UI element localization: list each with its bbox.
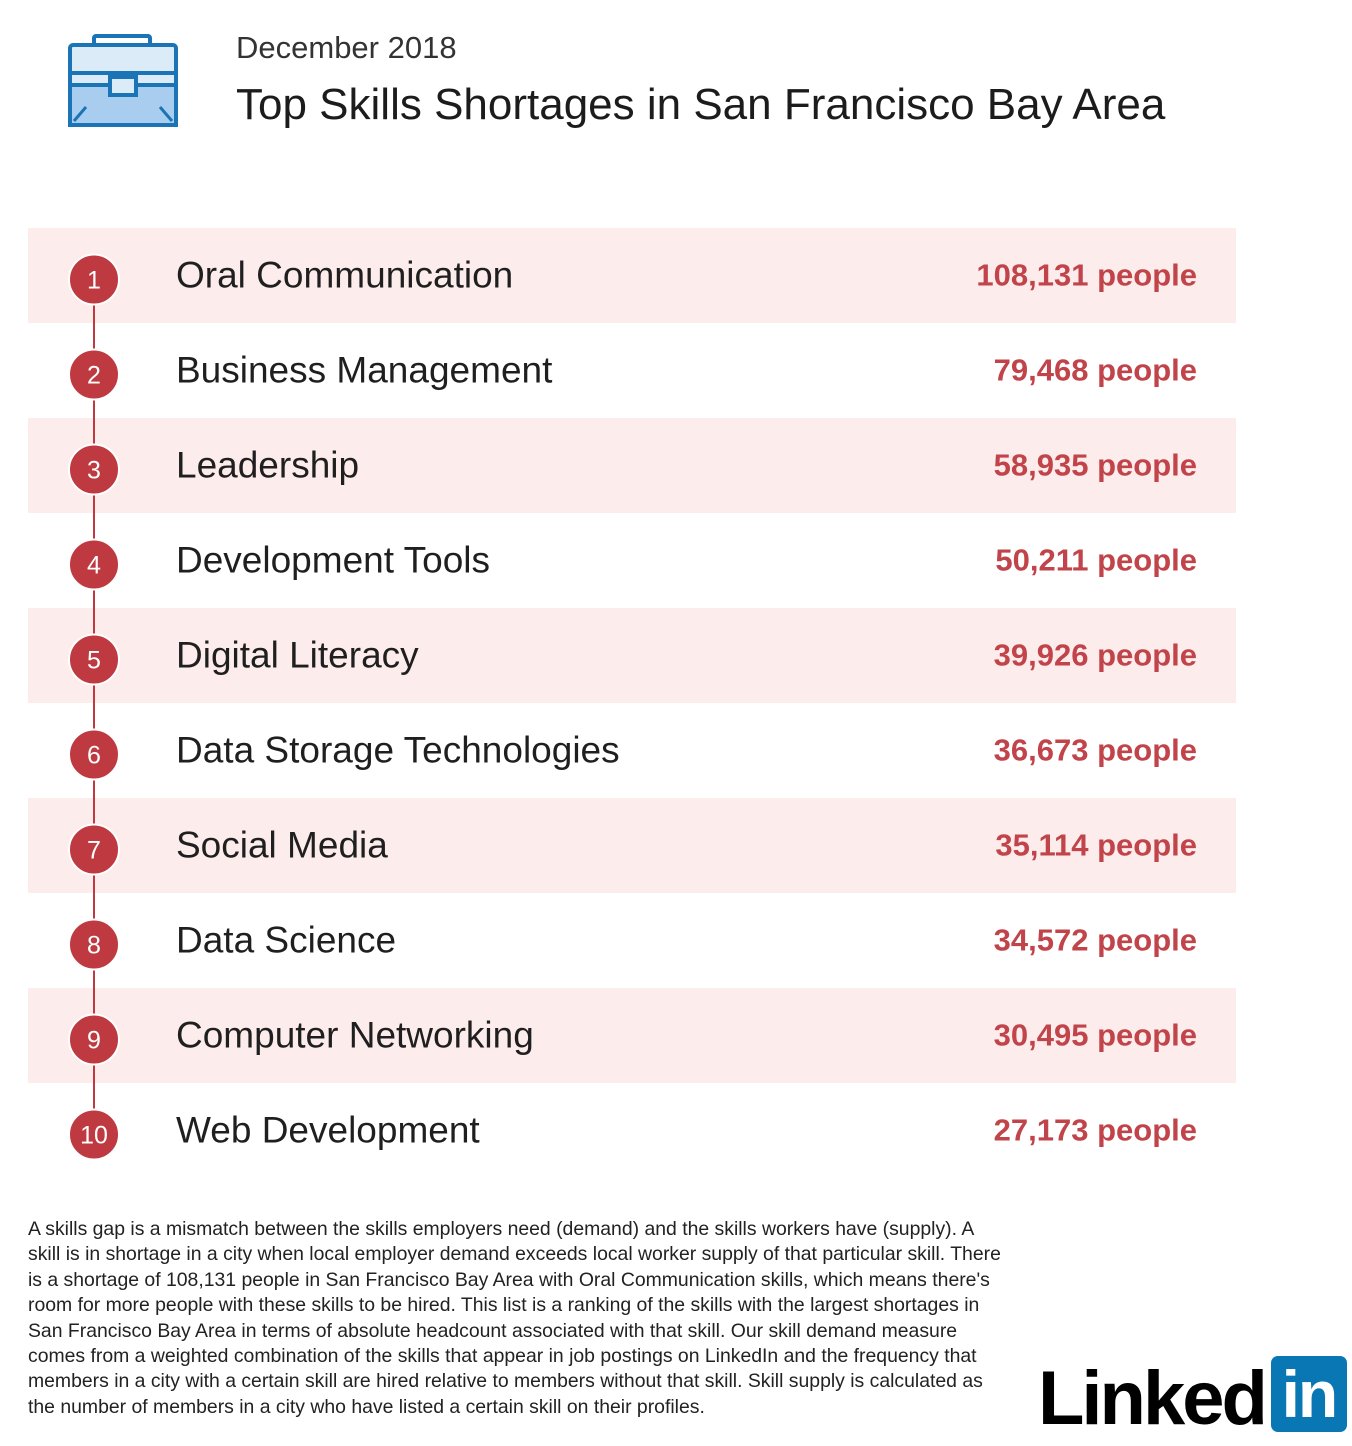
skill-name: Digital Literacy [176,635,419,676]
rank-number: 9 [87,1027,101,1055]
rank-number: 6 [87,742,101,770]
shortage-value: 79,468 people [994,353,1197,388]
shortage-value: 108,131 people [976,258,1197,293]
rank-number: 8 [87,932,101,960]
skill-name: Data Science [176,920,396,961]
shortage-value: 58,935 people [994,448,1197,483]
linkedin-logo: Linked in TM [1038,1356,1347,1441]
rank-number: 5 [87,647,101,675]
shortage-value: 50,211 people [995,543,1197,578]
rank-badge [68,633,120,686]
rank-number: 3 [87,457,101,485]
row-stripe [28,608,1236,703]
rank-number: 4 [87,552,101,580]
rank-badge [68,443,120,496]
rank-number: 1 [87,267,101,295]
row-stripe [28,988,1236,1083]
skill-name: Development Tools [176,540,490,581]
shortage-value: 34,572 people [994,923,1197,958]
row-stripe [28,798,1236,893]
rank-badge [68,538,120,591]
rank-badge [68,348,120,401]
row-stripe [28,418,1236,513]
logo-in-text: in [1281,1357,1339,1431]
rank-number: 2 [87,362,101,390]
rank-number: 7 [87,837,101,865]
shortage-value: 39,926 people [994,638,1197,673]
skill-name: Social Media [176,825,388,866]
briefcase-icon [68,34,178,127]
rank-number: 10 [80,1122,108,1150]
shortage-value: 30,495 people [994,1018,1197,1053]
row-stripe [28,228,1236,323]
report-date: December 2018 [236,30,457,65]
skill-name: Business Management [176,350,553,391]
methodology-footnote: A skills gap is a mismatch between the s… [28,1218,1001,1418]
shortage-value: 27,173 people [994,1113,1197,1148]
logo-in-box: in [1270,1356,1347,1432]
shortage-value: 35,114 people [995,828,1197,863]
rank-badge [68,728,120,781]
skill-name: Computer Networking [176,1015,534,1056]
rank-badge [68,1108,120,1161]
rank-badge [68,918,120,971]
rank-badge [68,1013,120,1066]
skill-name: Leadership [176,445,359,486]
skill-name: Web Development [176,1110,480,1151]
skill-name: Data Storage Technologies [176,730,620,771]
skill-name: Oral Communication [176,255,513,296]
page-title: Top Skills Shortages in San Francisco Ba… [236,80,1166,129]
shortage-value: 36,673 people [994,733,1197,768]
rank-badge [68,823,120,876]
logo-wordmark: Linked [1038,1356,1268,1441]
rank-badge [68,253,120,306]
